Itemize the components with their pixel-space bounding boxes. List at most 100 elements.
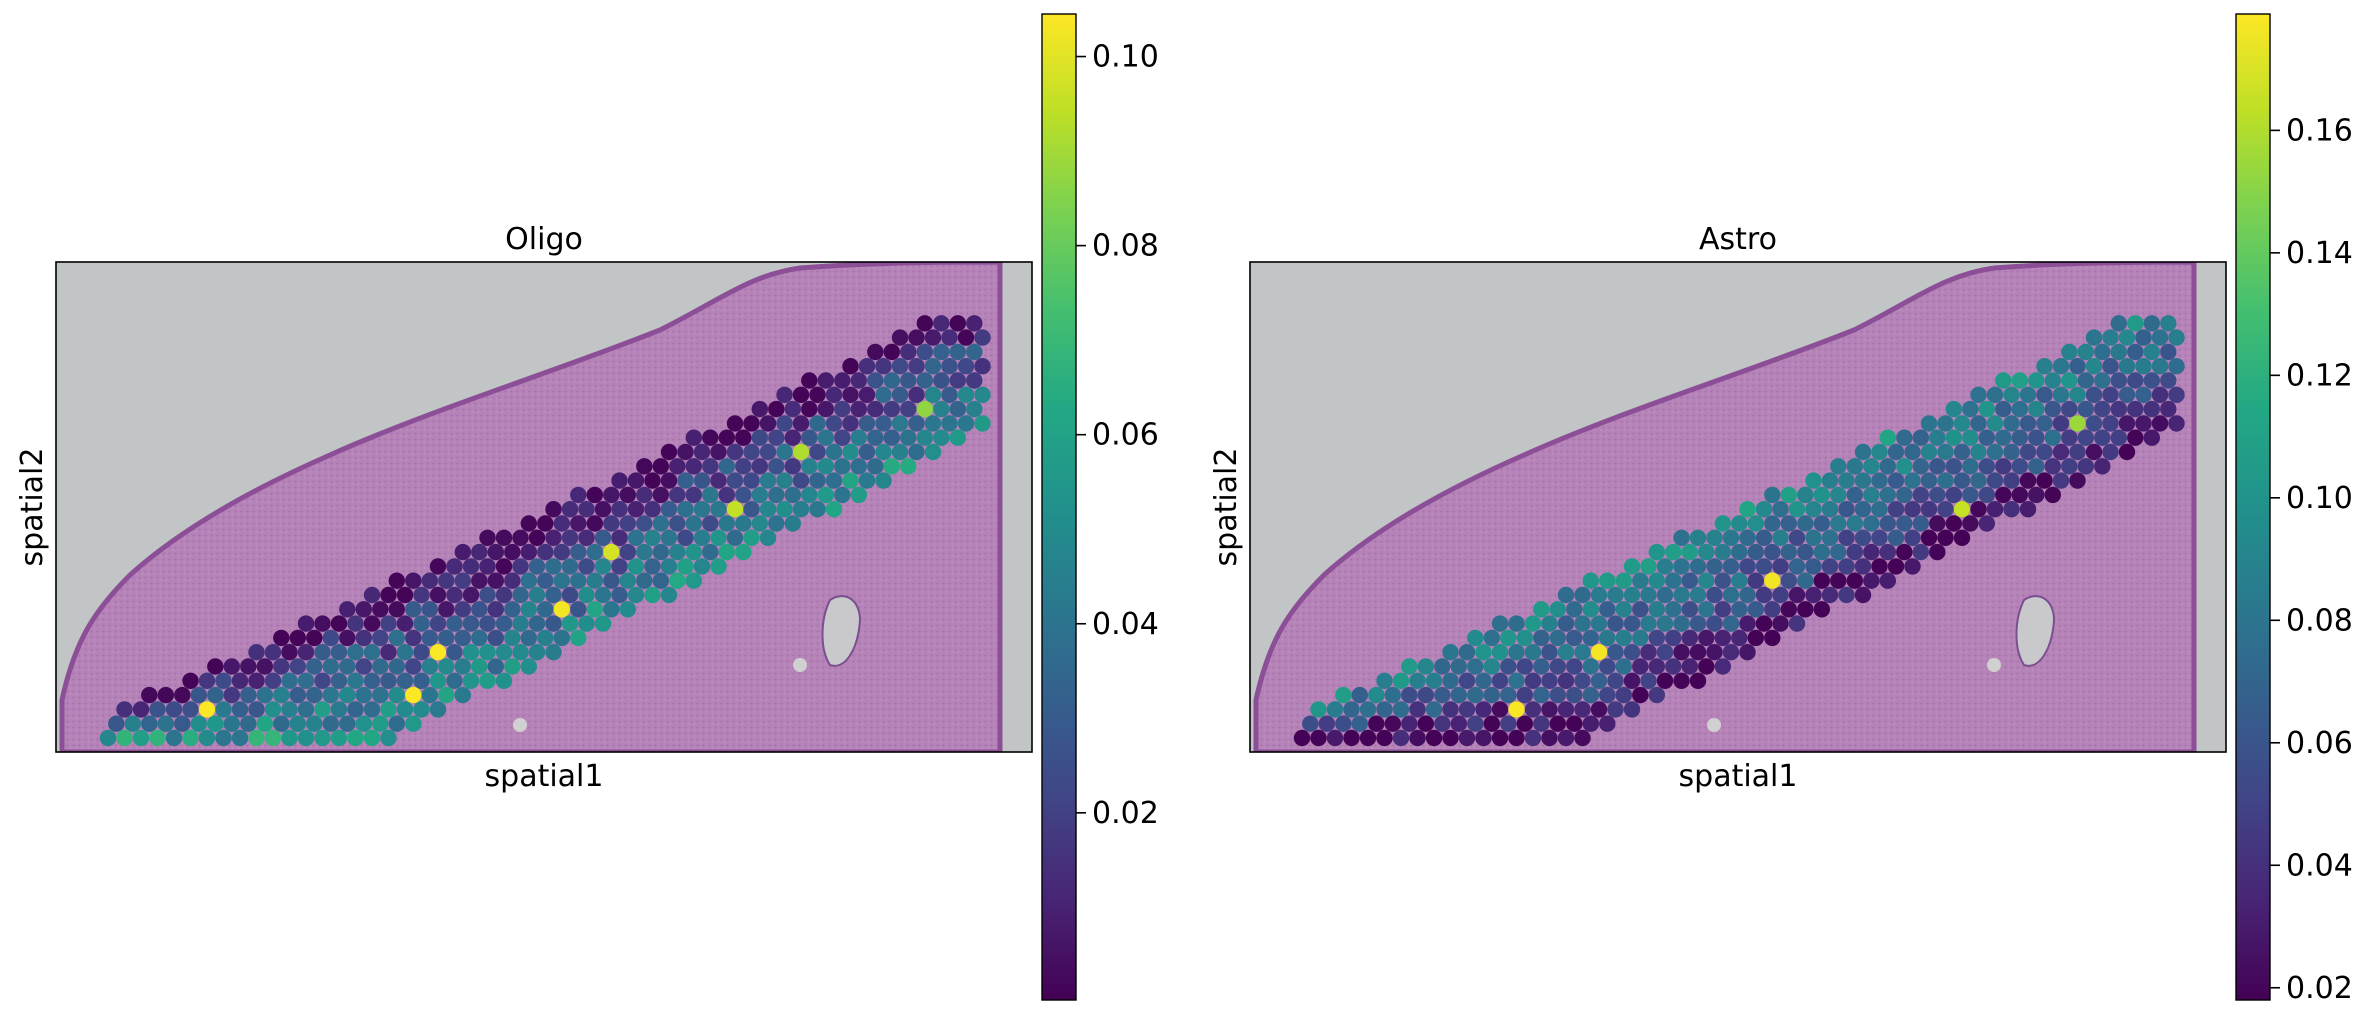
spot [677, 501, 694, 518]
spot [182, 701, 199, 718]
spot [2151, 386, 2169, 403]
spot [1557, 672, 1575, 689]
spot [858, 443, 876, 461]
spot [1450, 658, 1468, 675]
spot [2036, 472, 2053, 489]
spot-highlight [916, 400, 933, 418]
spot [1566, 658, 1583, 675]
spot [1879, 572, 1897, 589]
spot [157, 686, 174, 704]
spot-layer [1293, 315, 2185, 747]
spot [603, 572, 620, 589]
spot [215, 701, 232, 718]
spot [908, 415, 925, 432]
colorbar-gradient [2235, 13, 2271, 1001]
spot [2135, 329, 2152, 346]
spot [1632, 629, 1649, 647]
spot [2160, 400, 2177, 418]
spot [949, 343, 966, 361]
colorbar-tick-label: 0.06 [1092, 418, 1159, 453]
spot [1417, 715, 1435, 732]
spot [2003, 472, 2020, 489]
spot [817, 372, 834, 389]
spot [380, 701, 397, 718]
spot [735, 543, 752, 561]
spot [1920, 443, 1938, 461]
spot [1698, 543, 1715, 561]
spot [1656, 558, 1674, 575]
spot [2102, 386, 2119, 403]
spot [1467, 686, 1484, 704]
spot [636, 515, 653, 532]
spot [1491, 615, 1509, 632]
spot [1854, 443, 1872, 461]
spot [586, 486, 603, 504]
spot [834, 486, 851, 504]
spot [627, 529, 645, 546]
spot [735, 515, 752, 532]
spot [1929, 543, 1946, 561]
spot-highlight [1953, 501, 1971, 518]
spot [446, 644, 463, 661]
spot [1599, 601, 1616, 618]
spot [726, 529, 744, 546]
spot [693, 443, 711, 461]
spot [619, 601, 636, 618]
spot [553, 572, 570, 589]
spot [1764, 543, 1781, 561]
spot [710, 529, 727, 546]
spot [619, 543, 636, 561]
spot [1632, 686, 1649, 704]
colorbar-tick-label: 0.02 [2286, 971, 2353, 1006]
spot [1788, 558, 1806, 575]
spot [1747, 515, 1765, 532]
spot [1607, 615, 1624, 632]
spot [231, 729, 249, 747]
spot [281, 701, 298, 718]
spot [132, 701, 150, 718]
spot [1755, 529, 1773, 546]
spot [776, 443, 793, 461]
spot [867, 343, 884, 361]
spot [875, 386, 892, 403]
spot [512, 558, 529, 575]
spot [611, 586, 628, 604]
spot [1425, 729, 1443, 747]
spot [1401, 658, 1418, 675]
spot [388, 658, 405, 675]
spot [1797, 515, 1814, 532]
spot [1500, 715, 1517, 732]
spot [314, 615, 331, 632]
spot [1549, 658, 1567, 675]
spot [1706, 615, 1723, 632]
spot [1978, 515, 1996, 532]
spot [405, 715, 422, 732]
spot [825, 386, 843, 403]
spot [1681, 629, 1699, 647]
spot [578, 558, 595, 575]
spot [1557, 615, 1575, 632]
spot [1623, 701, 1641, 718]
spot [438, 658, 455, 675]
spot [933, 343, 950, 361]
spot [1574, 615, 1591, 632]
spot [891, 358, 909, 375]
spot [504, 629, 521, 647]
spot [355, 601, 372, 618]
spot [1491, 701, 1509, 718]
spot [1970, 415, 1987, 432]
spot [1368, 715, 1385, 732]
spot [586, 601, 603, 618]
spot [1937, 529, 1954, 546]
spot [1665, 543, 1682, 561]
spot [677, 558, 694, 575]
spot [1995, 486, 2012, 504]
spot [627, 472, 645, 489]
spot [1797, 572, 1814, 589]
spot [1920, 529, 1938, 546]
spot [858, 472, 876, 489]
spot [1698, 601, 1715, 618]
spot [1623, 558, 1641, 575]
spot [586, 515, 603, 532]
spot [578, 615, 595, 632]
